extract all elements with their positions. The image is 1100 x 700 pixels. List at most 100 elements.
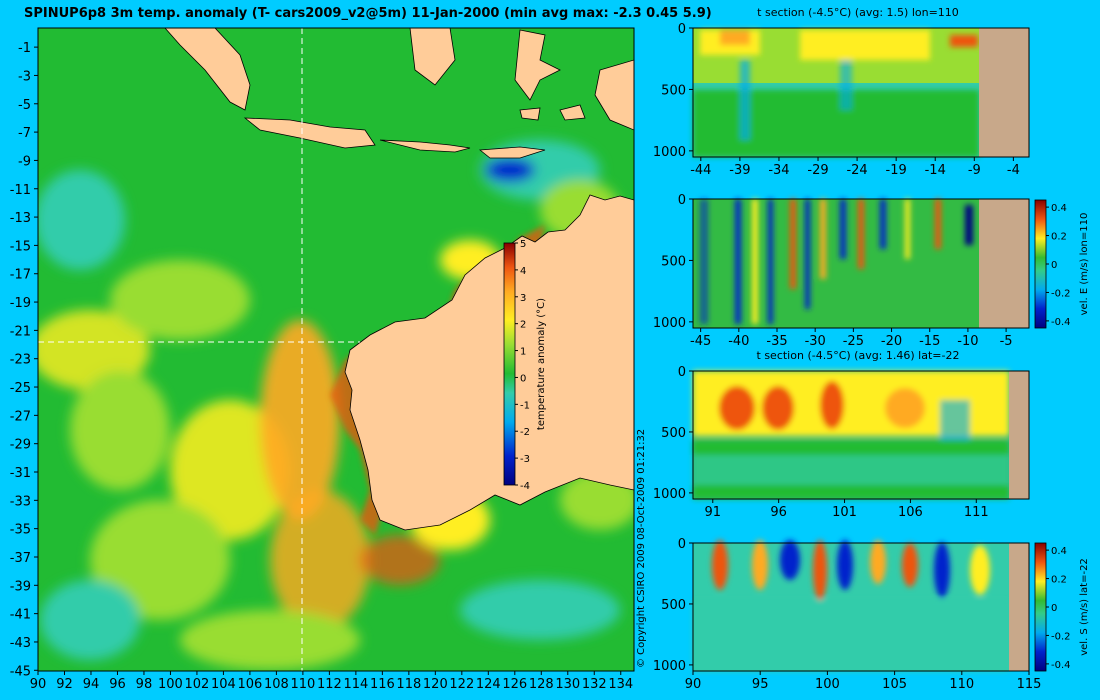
panel3-y-tick-label: 0 bbox=[678, 365, 686, 380]
panel1-x-tick-label: -19 bbox=[886, 163, 907, 178]
map-x-tick-label: 112 bbox=[317, 677, 342, 692]
panel2-x-tick-label: -40 bbox=[728, 334, 749, 349]
map-y-tick-label: -23 bbox=[10, 353, 31, 368]
panel4-colorbar bbox=[1034, 542, 1047, 672]
map-colorbar-tick-label: 1 bbox=[520, 347, 526, 358]
panel2-x-tick-label: -5 bbox=[1000, 334, 1013, 349]
map-y-tick-label: -9 bbox=[18, 154, 31, 169]
panel4-x-tick-label: 105 bbox=[882, 677, 907, 692]
map-y-tick-label: -13 bbox=[10, 211, 31, 226]
map-x-tick-label: 134 bbox=[608, 677, 633, 692]
map-x-tick-label: 132 bbox=[582, 677, 607, 692]
map-y-tick-label: -3 bbox=[18, 69, 31, 84]
panel4-x-tick-label: 95 bbox=[752, 677, 769, 692]
map-y-tick-label: -37 bbox=[10, 551, 31, 566]
panel3-y-axis: 0 500 1000 bbox=[653, 365, 693, 502]
panel2-y-axis: 0 500 1000 bbox=[653, 193, 693, 331]
panel1-land bbox=[979, 28, 1029, 157]
map-x-tick-label: 116 bbox=[370, 677, 395, 692]
panel4-y-tick-label: 0 bbox=[678, 537, 686, 552]
map-x-tick-label: 108 bbox=[264, 677, 289, 692]
panel2-x-tick-label: -10 bbox=[957, 334, 978, 349]
map-y-tick-label: -27 bbox=[10, 409, 31, 424]
panel2-x-axis: -45 -40 -35 -30 -25 -20 -15 -10 -5 bbox=[690, 328, 1013, 349]
panel4-x-axis: 90 95 100 105 110 115 bbox=[685, 671, 1041, 692]
panel4-vel-s-section-lat-22: 90 95 100 105 110 115 0 500 1000 0.4 0.2 0 -0.2 -0.… bbox=[653, 537, 1090, 692]
panel1-x-tick-label: -24 bbox=[846, 163, 867, 178]
panel3-x-tick-label: 96 bbox=[770, 505, 787, 520]
map-x-tick-label: 102 bbox=[185, 677, 210, 692]
map-y-tick-label: -31 bbox=[10, 466, 31, 481]
map-y-tick-label: -21 bbox=[10, 324, 31, 339]
panel4-colorbar-tick-label: -0.4 bbox=[1051, 660, 1071, 671]
panel1-title: t section (-4.5°C) (avg: 1.5) lon=110 bbox=[757, 6, 959, 19]
panel4-colorbar-ticks: 0.4 0.2 0 -0.2 -0.4 bbox=[1046, 546, 1071, 671]
panel2-land bbox=[979, 199, 1029, 328]
map-colorbar-tick-label: 2 bbox=[520, 320, 526, 331]
map-x-tick-label: 122 bbox=[449, 677, 474, 692]
panel1-temp-section-lon110: -44 -39 -34 -29 -24 -19 -14 -9 -4 0 500 1000 bbox=[653, 22, 1030, 178]
panel3-y-tick-label: 1000 bbox=[653, 487, 686, 502]
map-x-tick-label: 104 bbox=[211, 677, 236, 692]
panel4-colorbar-tick-label: 0 bbox=[1051, 603, 1057, 614]
map-colorbar-tick-label: 4 bbox=[520, 266, 526, 277]
panel1-x-axis: -44 -39 -34 -29 -24 -19 -14 -9 -4 bbox=[690, 157, 1020, 178]
panel1-x-tick-label: -29 bbox=[807, 163, 828, 178]
panel1-x-tick-label: -39 bbox=[729, 163, 750, 178]
panel2-colorbar-tick-label: -0.4 bbox=[1051, 317, 1071, 328]
map-y-tick-label: -15 bbox=[10, 239, 31, 254]
panel1-y-tick-label: 500 bbox=[661, 83, 686, 98]
map-colorbar-tick-label: 5 bbox=[520, 239, 526, 250]
map-colorbar-tick-label: 0 bbox=[520, 373, 526, 384]
panel1-x-tick-label: -44 bbox=[690, 163, 711, 178]
map-colorbar-label: temperature anomaly (°C) bbox=[536, 298, 547, 430]
map-colorbar-tick-label: -1 bbox=[520, 400, 530, 411]
map-x-tick-label: 98 bbox=[136, 677, 153, 692]
map-x-axis: 90 92 94 96 98 100 102 104 106 108 110 112 114 116 118… bbox=[30, 671, 633, 692]
panel2-colorbar-tick-label: -0.2 bbox=[1051, 288, 1071, 299]
map-x-tick-label: 126 bbox=[502, 677, 527, 692]
map-y-tick-label: -5 bbox=[18, 98, 31, 113]
panel4-land bbox=[1009, 543, 1029, 671]
map-colorbar-tick-label: 3 bbox=[520, 293, 526, 304]
map-y-tick-label: -7 bbox=[18, 126, 31, 141]
panel3-x-tick-label: 106 bbox=[898, 505, 923, 520]
map-x-tick-label: 118 bbox=[396, 677, 421, 692]
panel4-y-tick-label: 500 bbox=[661, 598, 686, 613]
panel2-x-tick-label: -25 bbox=[843, 334, 864, 349]
map-land bbox=[164, 28, 634, 531]
panel2-colorbar-tick-label: 0.4 bbox=[1051, 203, 1067, 214]
map-y-tick-label: -1 bbox=[18, 41, 31, 56]
panel1-y-tick-label: 1000 bbox=[653, 145, 686, 160]
map-x-tick-label: 92 bbox=[56, 677, 73, 692]
panel4-colorbar-tick-label: 0.2 bbox=[1051, 575, 1067, 586]
map-y-tick-label: -11 bbox=[10, 183, 31, 198]
panel3-land bbox=[1009, 371, 1029, 499]
panel3-x-axis: 91 96 101 106 111 bbox=[704, 499, 989, 520]
map-colorbar-tick-label: -2 bbox=[520, 427, 530, 438]
map-x-tick-label: 128 bbox=[529, 677, 554, 692]
panel2-x-tick-label: -15 bbox=[919, 334, 940, 349]
panel2-x-tick-label: -20 bbox=[881, 334, 902, 349]
main-map: 90 92 94 96 98 100 102 104 106 108 110 112 114 116 118… bbox=[10, 27, 635, 692]
panel1-y-tick-label: 0 bbox=[678, 22, 686, 37]
map-y-tick-label: -45 bbox=[10, 664, 31, 679]
panel3-x-tick-label: 101 bbox=[832, 505, 857, 520]
map-x-tick-label: 120 bbox=[423, 677, 448, 692]
map-y-tick-label: -41 bbox=[10, 608, 31, 623]
panel1-x-tick-label: -4 bbox=[1007, 163, 1020, 178]
map-y-tick-label: -43 bbox=[10, 636, 31, 651]
panel1-x-tick-label: -9 bbox=[968, 163, 981, 178]
panel4-x-tick-label: 90 bbox=[685, 677, 702, 692]
map-x-tick-label: 130 bbox=[555, 677, 580, 692]
panel2-colorbar-tick-label: 0 bbox=[1051, 260, 1057, 271]
map-x-tick-label: 114 bbox=[343, 677, 368, 692]
copyright-text: © Copyright CSIRO 2009 08-Oct-2009 01:21… bbox=[636, 429, 647, 668]
map-y-tick-label: -19 bbox=[10, 296, 31, 311]
main-title: SPINUP6p8 3m temp. anomaly (T- cars2009_… bbox=[24, 6, 712, 21]
panel3-x-tick-label: 91 bbox=[704, 505, 721, 520]
map-y-tick-label: -33 bbox=[10, 494, 31, 509]
panel1-x-tick-label: -34 bbox=[768, 163, 789, 178]
map-x-tick-label: 96 bbox=[109, 677, 126, 692]
